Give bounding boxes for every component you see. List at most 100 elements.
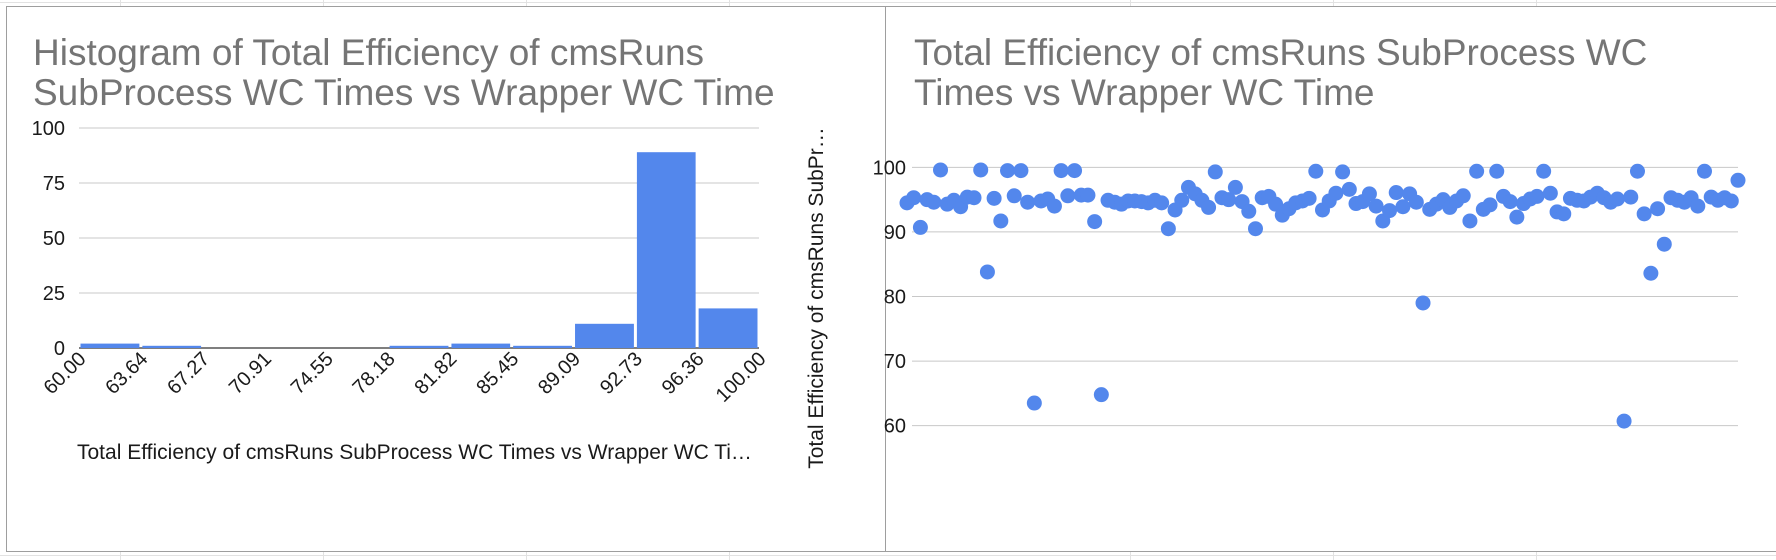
scatter-point [1509, 209, 1525, 225]
scatter-point [1482, 197, 1498, 213]
scatter-point [986, 190, 1002, 206]
scatter-point [1650, 201, 1666, 217]
y-tick-label: 0 [54, 338, 65, 360]
scatter-point [1154, 195, 1170, 211]
scatter-point [993, 213, 1009, 229]
scatter-point [1053, 163, 1069, 179]
scatter-point [1268, 196, 1284, 212]
scatter-point [1361, 186, 1377, 202]
scatter-point [1328, 185, 1344, 201]
scatter-point [1207, 164, 1223, 180]
histogram-bar [575, 323, 634, 348]
scatter-point [1301, 190, 1317, 206]
scatter-point [1723, 193, 1739, 209]
scatter-point [1408, 194, 1424, 210]
scatter-point [1020, 194, 1036, 210]
scatter-point [1080, 187, 1096, 203]
scatter-chart[interactable]: Total Efficiency of cmsRuns SubProcess W… [805, 6, 1776, 552]
scatter-point [1609, 191, 1625, 207]
x-tick-label: 60.00 [40, 348, 91, 399]
scatter-point [966, 190, 982, 206]
scatter-point [1335, 164, 1351, 180]
scatter-point [1415, 295, 1431, 311]
scatter-point [1629, 163, 1645, 179]
y-tick-label: 60 [884, 416, 906, 438]
scatter-point [906, 190, 922, 206]
y-tick-label: 100 [873, 157, 906, 179]
scatter-y-axis-title: Total Efficiency of cmsRuns SubPr… [805, 127, 828, 469]
scatter-point [1221, 192, 1237, 208]
scatter-point [1247, 221, 1263, 237]
x-tick-label: 92.73 [596, 348, 647, 399]
scatter-point [1388, 185, 1404, 201]
scatter-point [1000, 163, 1016, 179]
scatter-point [1093, 387, 1109, 403]
scatter-point [1308, 163, 1324, 179]
histogram-bars [80, 152, 758, 348]
scatter-point [1201, 199, 1217, 215]
scatter-point [1696, 163, 1712, 179]
scatter-point [912, 219, 928, 235]
scatter-point [1013, 163, 1029, 179]
x-tick-label: 70.91 [225, 348, 276, 399]
x-tick-label: 78.18 [349, 348, 400, 399]
histogram-x-axis-title: Total Efficiency of cmsRuns SubProcess W… [77, 441, 752, 464]
scatter-plot-area: Total Efficiency of cmsRuns SubPr… 60 70 8… [805, 127, 1746, 469]
y-tick-label: 100 [32, 118, 65, 140]
y-tick-label: 25 [43, 283, 65, 305]
scatter-point [1623, 189, 1639, 205]
y-tick-label: 90 [884, 222, 906, 244]
x-tick-label: 63.64 [101, 348, 152, 399]
x-tick-label: 67.27 [163, 348, 214, 399]
scatter-title-line-1: Total Efficiency of cmsRuns SubProcess W… [914, 32, 1648, 73]
y-tick-label: 50 [43, 228, 65, 250]
scatter-point [1462, 213, 1478, 229]
y-tick-label: 70 [884, 351, 906, 373]
scatter-point [1636, 206, 1652, 222]
scatter-point [1542, 185, 1558, 201]
scatter-point [1341, 181, 1357, 197]
scatter-point [1046, 198, 1062, 214]
histogram-bar [451, 343, 511, 348]
x-tick-label: 74.55 [287, 348, 338, 399]
scatter-point [1060, 188, 1076, 204]
histogram-bar [389, 345, 449, 348]
scatter-point [1556, 206, 1572, 222]
y-tick-label: 80 [884, 287, 906, 309]
scatter-point [1067, 163, 1083, 179]
scatter-point [1469, 163, 1485, 179]
scatter-point [1529, 188, 1545, 204]
x-tick-label: 89.09 [534, 348, 585, 399]
scatter-point [1455, 188, 1471, 204]
scatter-point [1087, 214, 1103, 230]
scatter-point [1643, 265, 1659, 281]
scatter-point [1026, 395, 1042, 411]
scatter-points [899, 162, 1746, 429]
scatter-point [1395, 199, 1411, 215]
scatter-title: Total Efficiency of cmsRuns SubProcess W… [914, 33, 1647, 113]
scatter-point [1160, 221, 1176, 237]
histogram-plot-area: Total Efficiency of cmsRuns SubProcess W… [32, 118, 771, 464]
scatter-point [1730, 172, 1746, 188]
scatter-title-line-2: Times vs Wrapper WC Time [914, 72, 1375, 113]
scatter-point [1690, 198, 1706, 214]
x-tick-label: 81.82 [410, 348, 461, 399]
histogram-chart[interactable]: Histogram of Total Efficiency of cmsRuns… [6, 6, 886, 552]
scatter-tick-labels: 60 70 80 90 100 [873, 157, 906, 437]
scatter-point [1489, 163, 1505, 179]
scatter-point [1241, 203, 1257, 219]
histogram-bar [636, 152, 696, 348]
scatter-point [1502, 194, 1518, 210]
scatter-point [973, 162, 989, 178]
histogram-bar [698, 308, 758, 348]
scatter-point [1382, 203, 1398, 219]
scatter-point [1536, 163, 1552, 179]
histogram-title: Histogram of Total Efficiency of cmsRuns… [33, 33, 775, 113]
histogram-title-line-2: SubProcess WC Times vs Wrapper WC Time [33, 72, 775, 113]
x-tick-label: 96.36 [658, 348, 709, 399]
scatter-point [1616, 413, 1632, 429]
histogram-bar [513, 345, 573, 348]
scatter-point [979, 264, 995, 280]
scatter-point [1227, 179, 1243, 195]
x-tick-label: 100.00 [712, 348, 771, 407]
